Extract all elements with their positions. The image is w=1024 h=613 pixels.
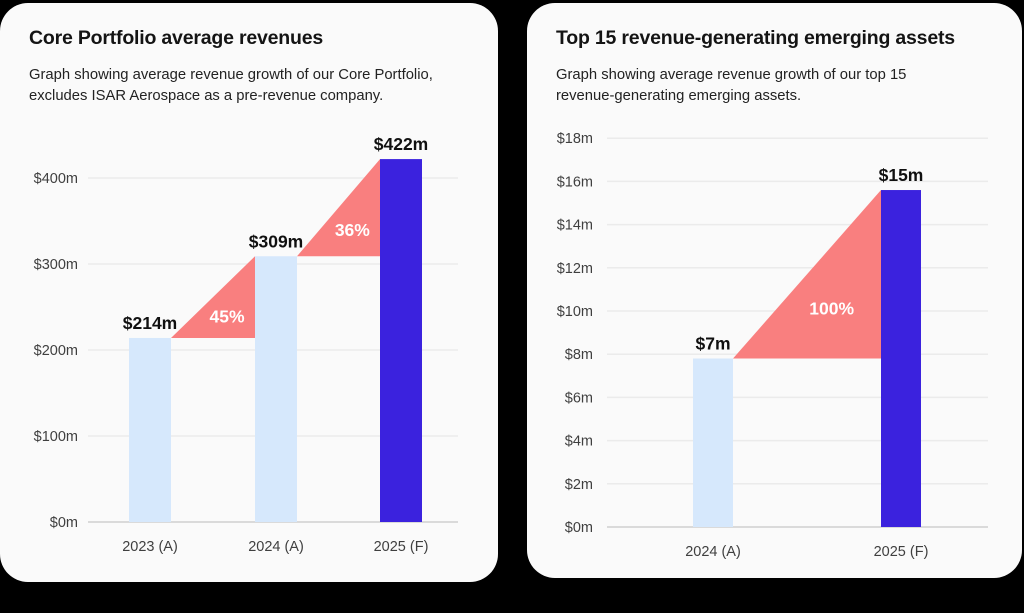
growth-percentage-label: 36% xyxy=(335,220,370,240)
core-portfolio-bar-chart: $0m $100m $200m $300m $400m 45% 36% $214m 2023 (… xyxy=(34,134,458,555)
y-axis-tick-label: $18m xyxy=(557,131,593,147)
bar-value-label: $214m xyxy=(123,313,178,333)
x-axis-category-label: 2024 (A) xyxy=(685,544,741,560)
x-axis-category-label: 2023 (A) xyxy=(122,539,178,555)
bar-2025-f xyxy=(380,159,422,522)
bar-value-label: $15m xyxy=(879,165,924,185)
x-axis-category-label: 2025 (F) xyxy=(874,544,929,560)
bar-2025-f xyxy=(881,190,921,528)
y-axis-tick-label: $6m xyxy=(565,390,593,406)
y-axis-tick-label: $16m xyxy=(557,174,593,190)
y-axis-tick-label: $4m xyxy=(565,434,593,450)
y-axis-tick-label: $100m xyxy=(34,429,78,445)
emerging-assets-bar-chart: $0m $2m $4m $6m $8m $10m $12m $14m $16m $18m 100% $… xyxy=(557,131,988,560)
y-axis-tick-label: $14m xyxy=(557,218,593,234)
growth-triangle xyxy=(297,159,380,257)
chart-title: Core Portfolio average revenues xyxy=(29,27,323,49)
chart-subtitle: Graph showing average revenue growth of … xyxy=(556,67,907,104)
bar-2024-a xyxy=(255,256,297,522)
y-axis-tick-label: $2m xyxy=(565,477,593,493)
x-axis-category-label: 2024 (A) xyxy=(248,539,304,555)
y-axis-tick-label: $8m xyxy=(565,347,593,363)
y-axis-tick-label: $400m xyxy=(34,171,78,187)
y-axis-tick-label: $200m xyxy=(34,343,78,359)
growth-triangle xyxy=(171,256,255,338)
chart-subtitle: Graph showing average revenue growth of … xyxy=(29,67,433,104)
y-axis-tick-label: $300m xyxy=(34,257,78,273)
bar-2024-a xyxy=(693,358,733,527)
chart-title: Top 15 revenue-generating emerging asset… xyxy=(556,27,955,49)
y-axis-tick-label: $0m xyxy=(50,515,78,531)
bar-value-label: $309m xyxy=(249,231,304,251)
growth-percentage-label: 100% xyxy=(809,298,854,318)
y-axis-tick-label: $0m xyxy=(565,520,593,536)
bar-2023-a xyxy=(129,337,171,522)
growth-percentage-label: 45% xyxy=(209,307,244,327)
core-portfolio-chart-card: $0m $100m $200m $300m $400m 45% 36% $214m 2023 (… xyxy=(0,3,498,582)
bar-value-label: $7m xyxy=(695,334,730,354)
y-axis-tick-label: $12m xyxy=(557,261,593,277)
growth-triangle xyxy=(733,190,881,359)
emerging-assets-chart-card: $0m $2m $4m $6m $8m $10m $12m $14m $16m $18m 100% $… xyxy=(527,3,1022,578)
y-axis-tick-label: $10m xyxy=(557,304,593,320)
x-axis-category-label: 2025 (F) xyxy=(374,539,429,555)
bar-value-label: $422m xyxy=(374,134,429,154)
